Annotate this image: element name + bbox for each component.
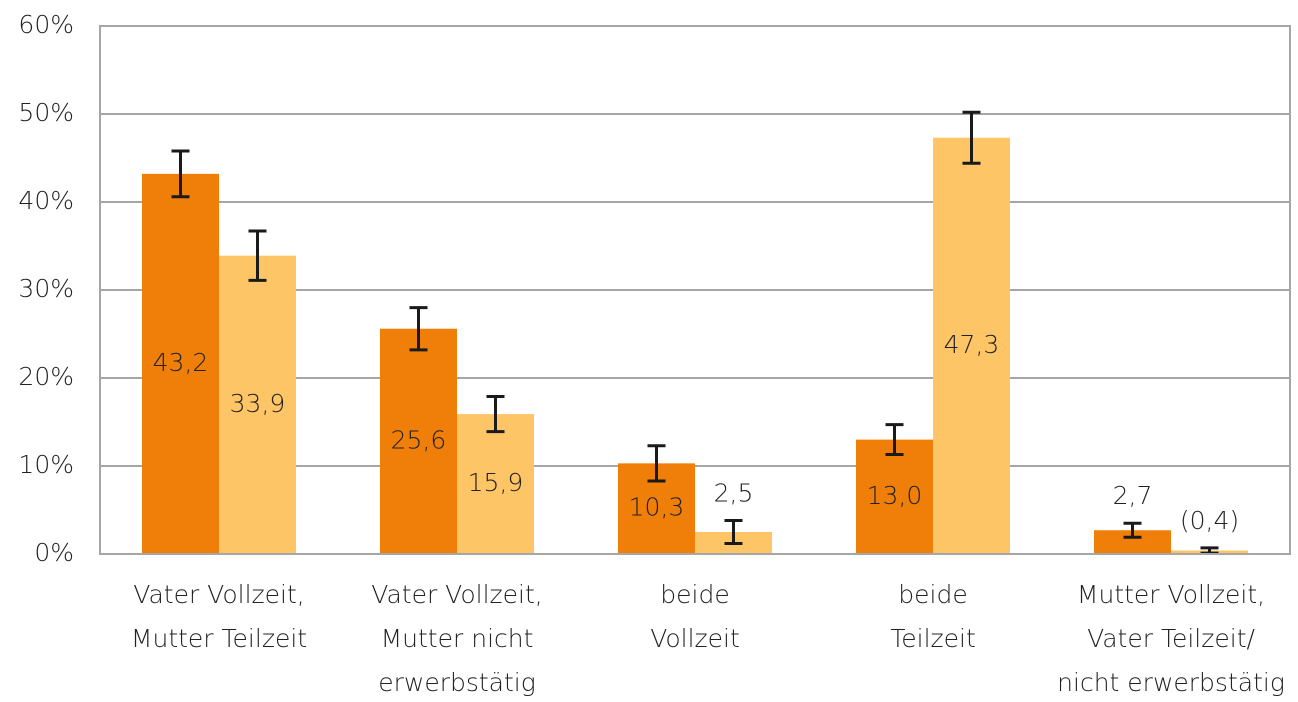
y-tick-label: 50% [18, 98, 74, 127]
y-tick-label: 40% [18, 186, 74, 215]
data-label: 47,3 [944, 330, 1000, 359]
error-bar [962, 110, 981, 165]
x-tick-label: Vater Vollzeit, [133, 580, 304, 609]
x-tick-label: erwerbstätig [378, 668, 536, 697]
x-tick-label: Vater Vollzeit, [371, 580, 542, 609]
y-tick-label: 20% [18, 362, 74, 391]
error-bar [486, 394, 505, 434]
data-label: 2,5 [714, 479, 754, 508]
bar [380, 328, 457, 554]
x-tick-label: Mutter nicht [381, 624, 534, 653]
error-bar [885, 423, 904, 457]
data-label: 43,2 [153, 348, 209, 377]
y-tick-label: 30% [18, 274, 74, 303]
data-label: 33,9 [230, 389, 286, 418]
bar [142, 173, 219, 554]
y-tick-label: 10% [18, 450, 74, 479]
x-tick-label: Vollzeit [650, 624, 740, 653]
data-label: 10,3 [629, 493, 685, 522]
y-tick-label: 60% [18, 10, 74, 39]
x-tick-label: Teilzeit [890, 624, 976, 653]
x-tick-label: beide [660, 580, 729, 609]
x-tick-label: Mutter Vollzeit, [1077, 580, 1265, 609]
data-label: 15,9 [468, 468, 524, 497]
error-bar [171, 149, 190, 199]
error-bar [248, 229, 267, 282]
data-label: 13,0 [867, 481, 923, 510]
data-label: 25,6 [391, 425, 447, 454]
error-bar [409, 306, 428, 352]
error-bar [647, 444, 666, 483]
x-tick-label: beide [898, 580, 967, 609]
x-tick-label: Vater Teilzeit/ [1087, 624, 1255, 653]
bar [933, 137, 1010, 554]
bar [1094, 530, 1171, 554]
x-tick-label: Mutter Teilzeit [131, 624, 307, 653]
bar [219, 255, 296, 554]
y-tick-label: 0% [34, 538, 74, 567]
bar [856, 439, 933, 554]
bar [457, 414, 534, 554]
error-bar [724, 519, 743, 545]
error-bar [1123, 521, 1142, 539]
data-label: 2,7 [1113, 481, 1153, 510]
data-label: (0,4) [1180, 506, 1239, 535]
x-tick-label: nicht erwerbstätig [1057, 668, 1285, 697]
